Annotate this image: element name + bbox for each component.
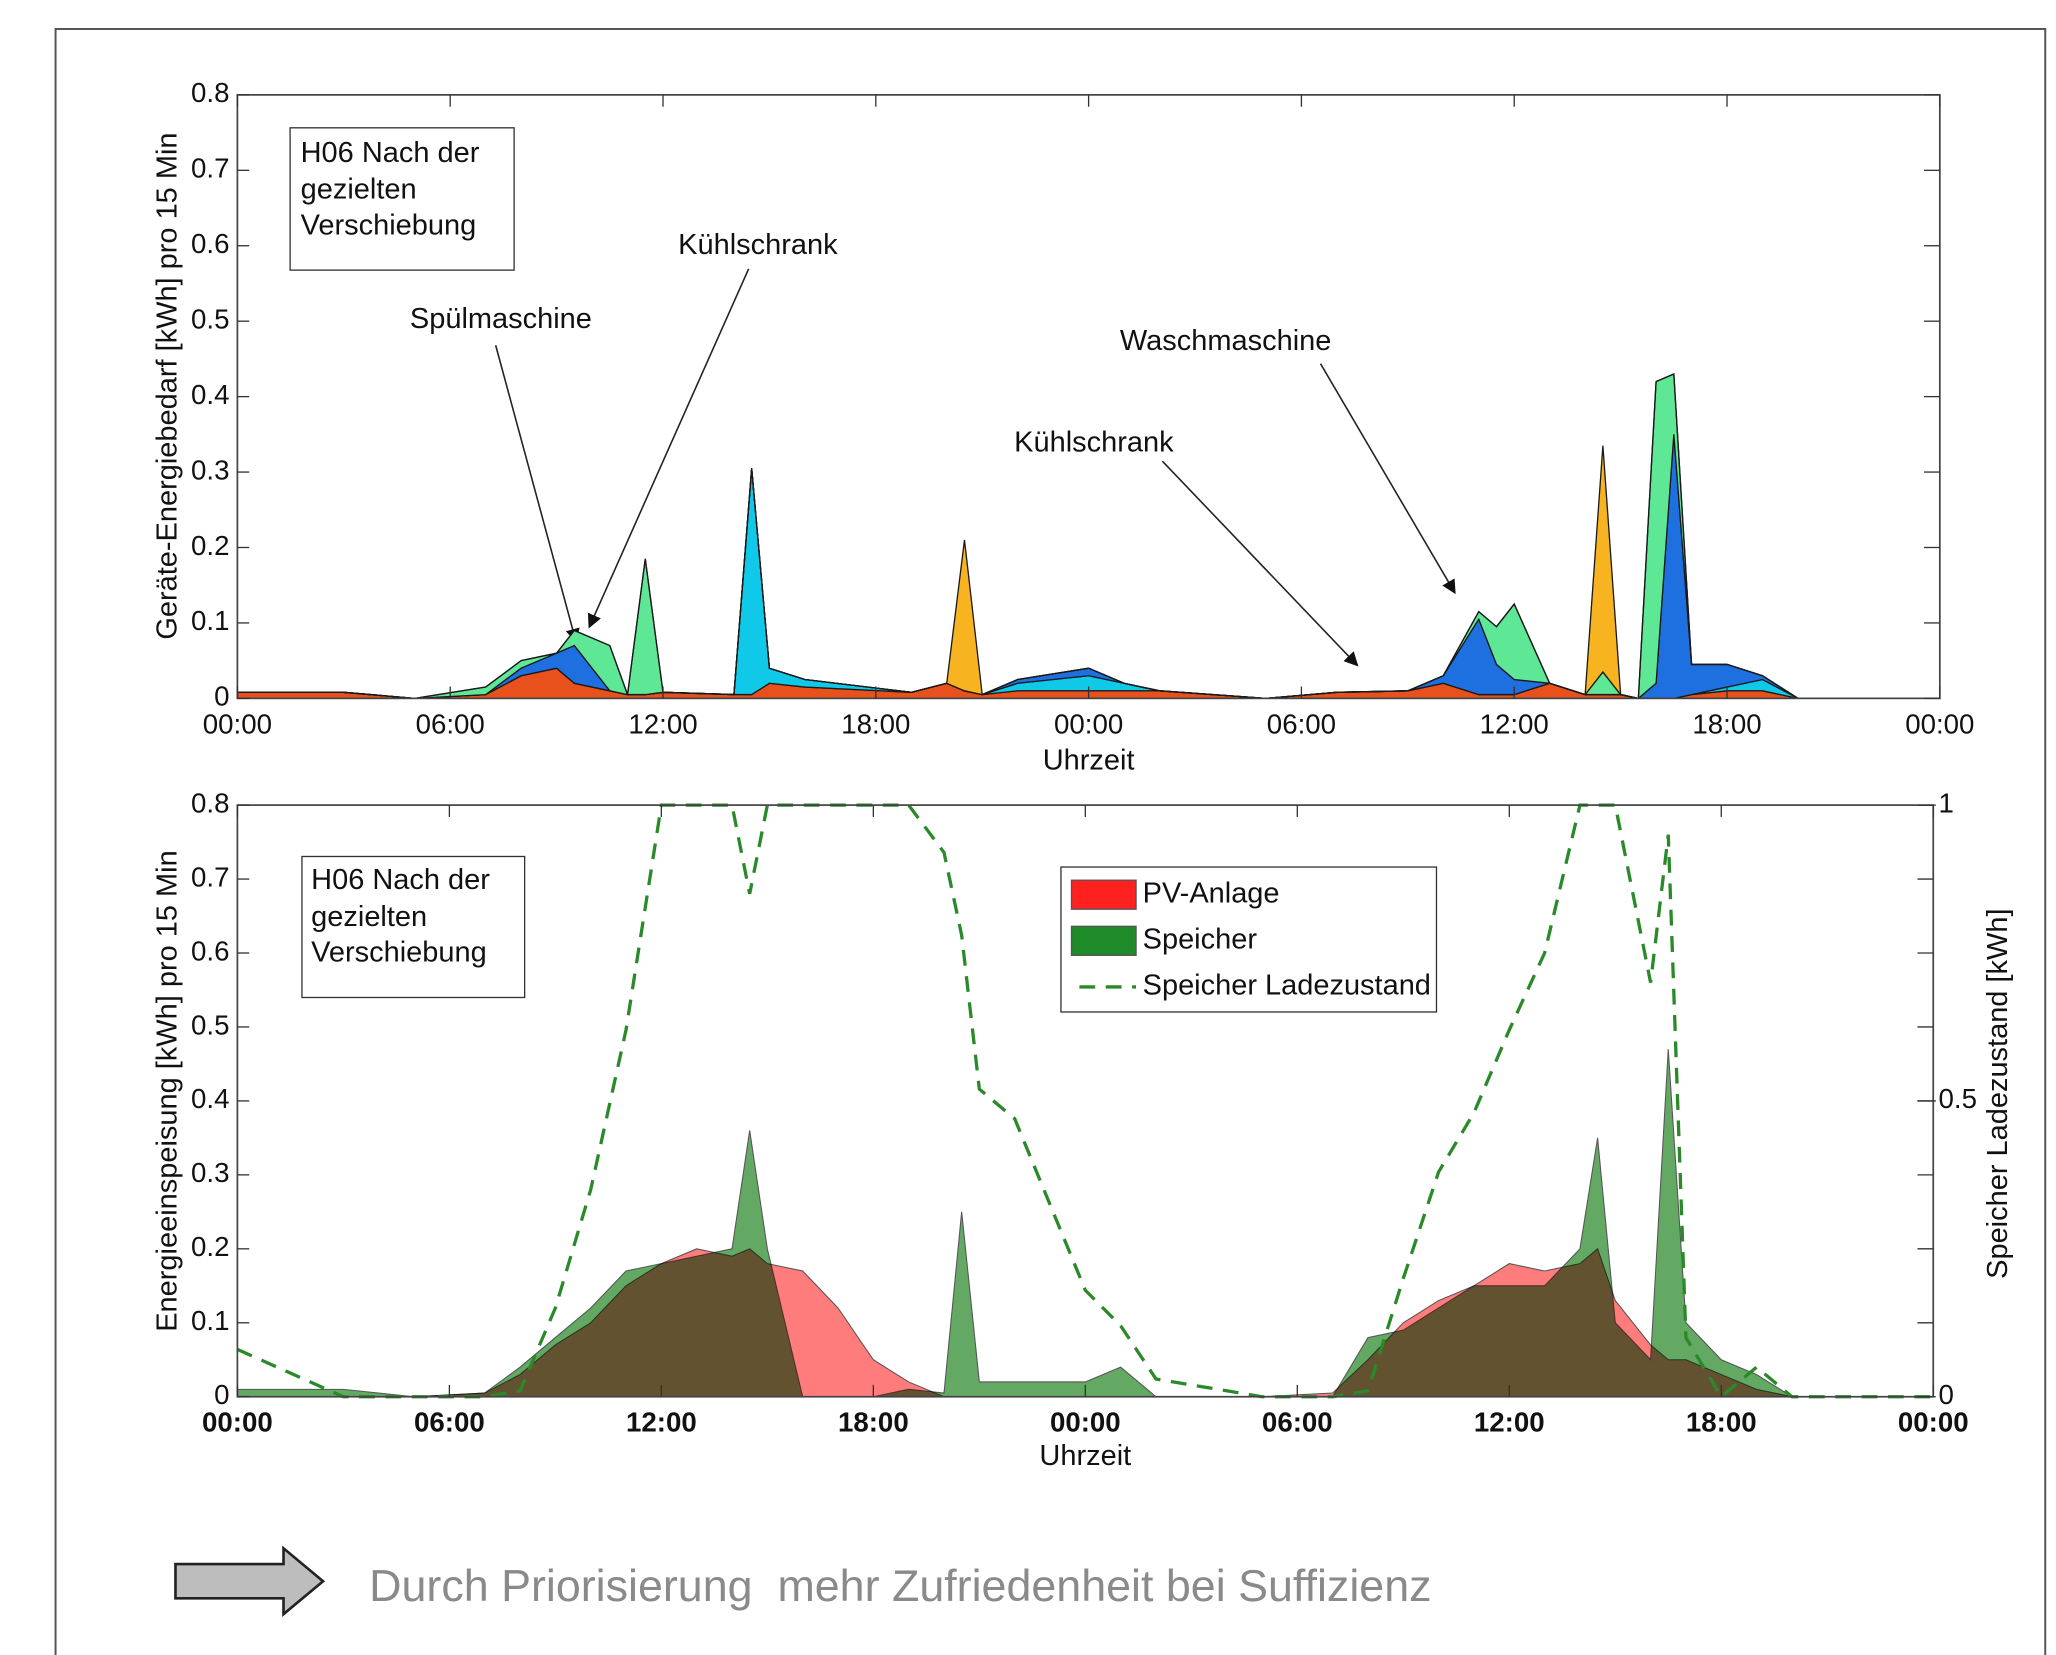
x-axis-label: Uhrzeit <box>1039 1440 1131 1472</box>
y2-tick-label: 0 <box>1939 1379 1954 1410</box>
legend-swatch <box>1070 925 1137 956</box>
annotation: Kühlschrank <box>1014 427 1174 459</box>
text-box-line: H06 Nach der <box>311 864 490 896</box>
y-tick-label: 0.5 <box>191 303 229 334</box>
annotation-arrow <box>1161 460 1359 667</box>
y-tick-label: 0.3 <box>191 1157 229 1188</box>
y-tick-label: 0.2 <box>191 530 229 561</box>
x-tick-label: 06:00 <box>1267 708 1336 739</box>
annotation: Kühlschrank <box>678 229 838 261</box>
text-box-line: gezielten <box>311 901 427 933</box>
x-tick-label: 06:00 <box>414 1407 485 1438</box>
x-tick-label: 00:00 <box>1898 1407 1969 1438</box>
text-box <box>289 127 515 271</box>
y-tick-label: 0.6 <box>191 935 229 966</box>
annotation: Spülmaschine <box>410 303 592 335</box>
legend-label: PV-Anlage <box>1143 877 1280 909</box>
x-tick-label: 06:00 <box>416 708 485 739</box>
y-tick-label: 0.3 <box>191 454 229 485</box>
x-tick-label: 12:00 <box>626 1407 697 1438</box>
annotation: Waschmaschine <box>1120 325 1331 357</box>
y-tick-label: 0 <box>214 1379 229 1410</box>
y-tick-label: 0.6 <box>191 228 229 259</box>
footer-arrow <box>174 1545 326 1617</box>
legend-swatch <box>1070 879 1137 910</box>
y2-axis-label: Speicher Ladezustand [kWh] <box>1982 908 2014 1278</box>
y-tick-label: 0 <box>214 681 229 712</box>
slide-frame <box>54 28 2047 1655</box>
annotation-arrow <box>587 268 750 629</box>
y2-tick-label: 0.5 <box>1939 1083 1977 1114</box>
area <box>237 373 1940 700</box>
x-tick-label: 00:00 <box>1050 1407 1121 1438</box>
x-tick-label: 00:00 <box>203 708 272 739</box>
x-tick-label: 12:00 <box>1480 708 1549 739</box>
x-tick-label: 12:00 <box>1474 1407 1545 1438</box>
y-tick-label: 0.1 <box>191 1305 229 1336</box>
text-box-line: Verschiebung <box>311 937 487 969</box>
text-box-line: gezielten <box>301 174 417 206</box>
x-tick-label: 00:00 <box>1905 708 1974 739</box>
legend-label: Speicher Ladezustand <box>1143 970 1431 1002</box>
x-tick-label: 18:00 <box>841 708 910 739</box>
y-tick-label: 0.8 <box>191 787 229 818</box>
legend-label: Speicher <box>1143 923 1258 955</box>
y-axis-label: Geräte-Energiebedarf [kWh] pro 15 Min <box>152 132 184 639</box>
y-tick-label: 0.1 <box>191 605 229 636</box>
y2-tick-label: 1 <box>1939 787 1954 818</box>
text-box <box>301 855 526 999</box>
x-tick-label: 18:00 <box>1686 1407 1757 1438</box>
y-tick-label: 0.8 <box>191 77 229 108</box>
annotation-arrow <box>1319 363 1456 595</box>
annotation-arrow <box>494 345 580 644</box>
x-tick-label: 00:00 <box>1054 708 1123 739</box>
x-tick-label: 00:00 <box>202 1407 273 1438</box>
y-tick-label: 0.7 <box>191 153 229 184</box>
x-tick-label: 18:00 <box>1692 708 1761 739</box>
text-box-line: H06 Nach der <box>301 137 480 169</box>
y-tick-label: 0.5 <box>191 1009 229 1040</box>
y-tick-label: 0.4 <box>191 1083 229 1114</box>
x-axis-label: Uhrzeit <box>1043 744 1135 776</box>
y-tick-label: 0.4 <box>191 379 229 410</box>
x-tick-label: 18:00 <box>838 1407 909 1438</box>
text-box-line: Verschiebung <box>301 209 477 241</box>
x-tick-label: 12:00 <box>628 708 697 739</box>
line <box>236 803 1934 1400</box>
y-axis-label: Energieeinspeisung [kWh] pro 15 Min <box>152 850 184 1331</box>
y-tick-label: 0.7 <box>191 861 229 892</box>
y-tick-label: 0.2 <box>191 1231 229 1262</box>
footer-text: Durch Priorisierung mehr Zufriedenheit b… <box>369 1561 1431 1611</box>
x-tick-label: 06:00 <box>1262 1407 1333 1438</box>
